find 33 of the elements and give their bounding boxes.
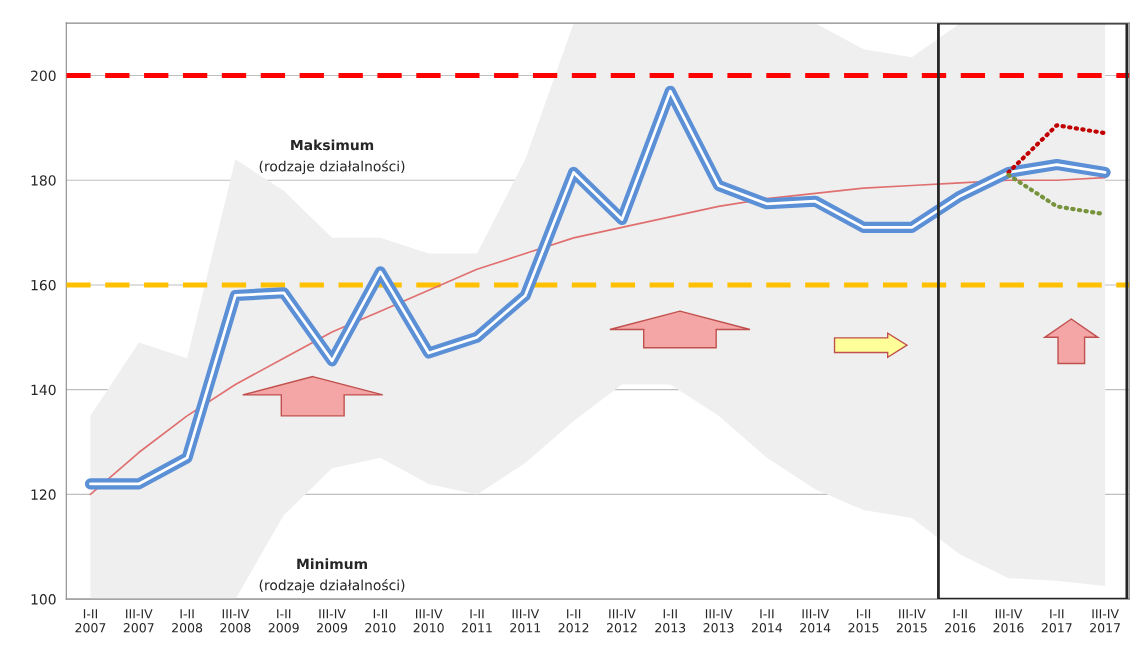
x-tick-label: I-II 2012 — [558, 609, 589, 633]
x-tick-label: III-IV 2012 — [606, 609, 637, 633]
y-tick-label: 160 — [31, 279, 56, 291]
x-tick-label: III-IV 2008 — [220, 609, 251, 633]
y-tick-label: 180 — [31, 175, 56, 186]
x-tick-label: I-II 2008 — [172, 609, 203, 633]
annotation: (rodzaje działalności) — [259, 160, 405, 175]
x-tick-label: III-IV 2013 — [703, 609, 734, 633]
y-tick-label: 140 — [31, 384, 56, 396]
x-tick-label: I-II 2016 — [945, 609, 976, 633]
x-tick-label: I-II 2014 — [751, 609, 783, 633]
x-tick-label: III-IV 2015 — [896, 609, 927, 633]
x-tick-label: I-II 2011 — [462, 609, 492, 633]
y-tick-label: 120 — [31, 489, 56, 500]
x-tick-label: III-IV 2009 — [317, 609, 348, 633]
x-tick-label: I-II 2013 — [655, 609, 686, 633]
x-tick-label: III-IV 2007 — [123, 609, 154, 633]
annotation: Minimum — [297, 558, 367, 570]
x-tick-label: I-II 2007 — [75, 609, 106, 633]
y-tick-label: 100 — [31, 594, 56, 605]
annotation: Maksimum — [291, 139, 374, 151]
x-tick-label: I-II 2015 — [848, 609, 879, 633]
x-tick-label: III-IV 2014 — [800, 609, 831, 633]
x-tick-label: III-IV 2017 — [1090, 609, 1120, 633]
x-tick-label: I-II 2009 — [268, 609, 299, 633]
x-tick-label: III-IV 2011 — [510, 609, 541, 633]
x-tick-label: III-IV 2016 — [993, 609, 1024, 633]
line-series — [89, 176, 1106, 496]
x-tick-label: I-II 2017 — [1041, 609, 1072, 633]
y-tick-label: 200 — [31, 70, 56, 81]
x-tick-label: III-IV 2010 — [413, 609, 444, 633]
annotation: (rodzaje działalności) — [259, 579, 405, 594]
x-tick-label: I-II 2010 — [365, 609, 396, 633]
